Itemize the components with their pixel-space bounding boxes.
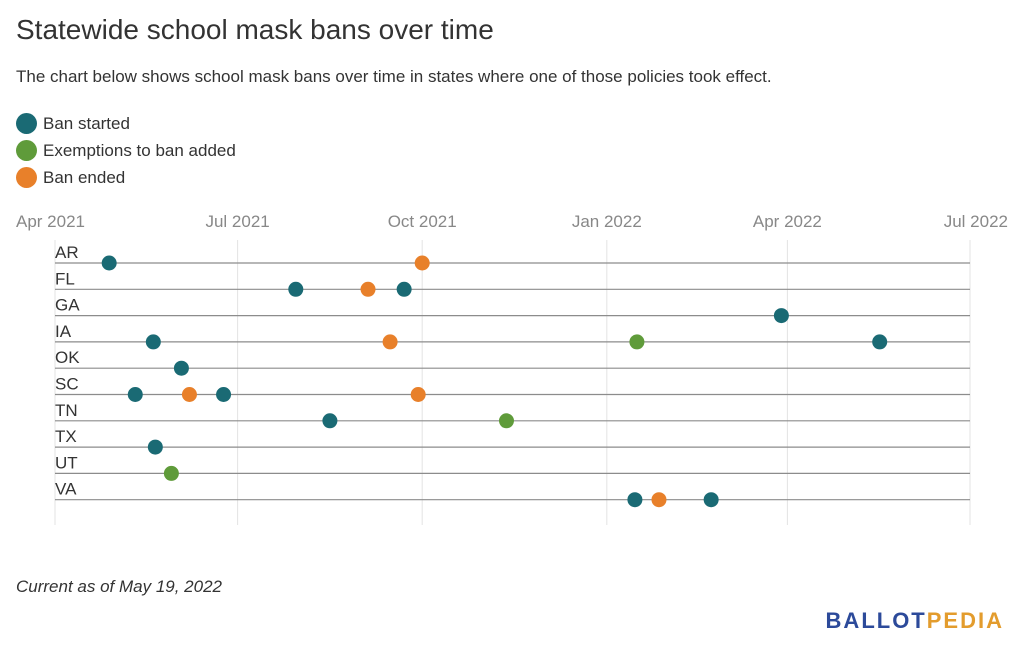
x-tick-label: Apr 2022 <box>753 212 822 231</box>
row-label: IA <box>55 322 72 341</box>
logo-part-ballot: BALLOT <box>825 608 927 633</box>
legend-label-exemptions: Exemptions to ban added <box>43 140 236 160</box>
data-point <box>627 492 643 508</box>
row-label: OK <box>55 348 80 367</box>
data-point <box>216 387 232 402</box>
data-point <box>101 255 117 271</box>
data-point <box>629 334 645 350</box>
chart-title: Statewide school mask bans over time <box>16 14 494 45</box>
x-tick-label: Oct 2021 <box>388 212 457 231</box>
data-point <box>181 387 197 402</box>
chart-plot: Apr 2021 Jul 2021 Oct 2021 Jan 2022 Apr 2022… <box>16 212 1008 525</box>
current-as-of-note: Current as of May 19, 2022 <box>16 577 223 596</box>
data-point <box>127 387 143 402</box>
data-point <box>322 413 338 429</box>
data-point <box>360 281 376 297</box>
legend-dot-ban-started <box>16 113 37 134</box>
row-label: GA <box>55 296 80 315</box>
x-tick-label: Apr 2021 <box>16 212 85 231</box>
data-point <box>872 334 888 350</box>
legend-label-ban-ended: Ban ended <box>43 167 126 187</box>
row-label: SC <box>55 375 79 394</box>
logo-part-pedia: PEDIA <box>926 608 1004 633</box>
legend-label-ban-started: Ban started <box>43 113 130 133</box>
legend: Ban started Exemptions to ban added Ban … <box>16 110 236 191</box>
legend-dot-exemptions <box>16 140 37 161</box>
x-tick-label: Jan 2022 <box>572 212 642 231</box>
row-label: FL <box>55 269 75 288</box>
data-point <box>703 492 719 508</box>
data-point <box>173 360 189 376</box>
row-label: TN <box>55 401 78 420</box>
data-point <box>163 465 179 481</box>
data-point <box>288 281 304 297</box>
x-tick-label: Jul 2021 <box>205 212 269 231</box>
row-label: VA <box>55 480 77 499</box>
row-label: UT <box>55 453 78 472</box>
data-point <box>396 281 412 297</box>
data-point <box>651 492 667 508</box>
data-point <box>414 255 430 271</box>
data-point <box>382 334 398 350</box>
data-point <box>410 387 426 402</box>
legend-dot-ban-ended <box>16 167 37 188</box>
legend-item-exemptions: Exemptions to ban added <box>16 137 236 164</box>
row-label: AR <box>55 243 79 262</box>
ballotpedia-logo: BALLOTPEDIA <box>826 608 1004 634</box>
legend-item-ban-started: Ban started <box>16 110 236 137</box>
data-point <box>773 308 789 324</box>
data-point <box>145 334 161 350</box>
x-tick-label: Jul 2022 <box>944 212 1008 231</box>
legend-item-ban-ended: Ban ended <box>16 164 236 191</box>
data-point <box>498 413 514 429</box>
row-label: TX <box>55 427 77 446</box>
chart-subtitle: The chart below shows school mask bans o… <box>16 67 772 86</box>
data-point <box>147 439 163 455</box>
